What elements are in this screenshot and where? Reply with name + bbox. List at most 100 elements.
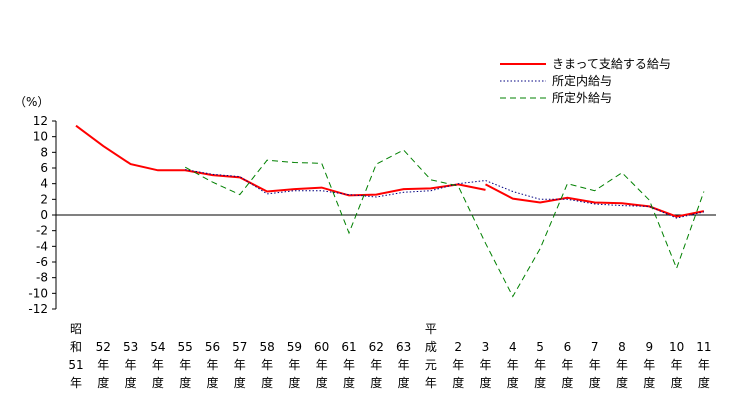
x-tick-label: 年 (425, 376, 437, 390)
x-tick-label: 51 (68, 358, 83, 372)
x-tick-label: 年 (152, 358, 164, 372)
legend-label: 所定外給与 (552, 90, 612, 105)
x-tick-label: 11 (696, 340, 711, 354)
x-tick-label: 度 (288, 375, 300, 390)
y-tick-label: -2 (36, 224, 48, 238)
x-tick-label: 年 (616, 358, 628, 372)
x-tick-label: 年 (479, 358, 491, 372)
x-tick-label: 54 (150, 340, 165, 354)
y-tick-label: 0 (40, 208, 48, 222)
x-tick-label: 9 (645, 340, 653, 354)
x-tick-label: 年 (97, 358, 109, 372)
x-ticks: 昭和51年52年度53年度54年度55年度56年度57年度58年度59年度60年… (68, 322, 711, 390)
series-layer (75, 124, 705, 298)
x-tick-label: 年 (561, 358, 573, 372)
x-tick-label: 度 (234, 375, 246, 390)
x-tick-label: 年 (452, 358, 464, 372)
x-tick-label: 度 (206, 375, 218, 390)
x-tick-label: 成 (425, 340, 437, 354)
x-tick-label: 59 (287, 340, 302, 354)
legend-label: 所定内給与 (552, 73, 612, 88)
y-tick-label: -4 (36, 239, 48, 253)
x-tick-label: 年 (206, 358, 218, 372)
x-tick-label: 昭 (70, 322, 82, 336)
x-tick-label: 度 (698, 375, 710, 390)
series-0 (75, 124, 705, 218)
x-tick-label: 度 (316, 375, 328, 390)
x-tick-label: 4 (509, 340, 517, 354)
x-tick-label: 10 (669, 340, 684, 354)
y-tick-label: -10 (28, 286, 48, 300)
x-tick-label: 度 (261, 375, 273, 390)
x-tick-label: 年 (698, 358, 710, 372)
x-tick-label: 60 (314, 340, 329, 354)
x-tick-label: 62 (369, 340, 384, 354)
y-tick-label: 6 (40, 161, 48, 175)
y-tick-label: -8 (36, 271, 48, 285)
y-tick-label: -6 (36, 255, 48, 269)
x-tick-label: 度 (589, 375, 601, 390)
x-tick-label: 56 (205, 340, 220, 354)
y-ticks: 12 108 6 42 0 -2-4 -6 -8-10 -12 (28, 114, 56, 316)
x-tick-label: 年 (179, 358, 191, 372)
x-tick-label: 度 (479, 375, 491, 390)
x-tick-label: 年 (288, 358, 300, 372)
y-tick-label: 2 (40, 192, 48, 206)
x-tick-label: 年 (70, 376, 82, 390)
x-tick-label: 平 (425, 322, 437, 336)
series-line (485, 183, 705, 218)
x-tick-label: 年 (370, 358, 382, 372)
x-tick-label: 度 (343, 375, 355, 390)
x-tick-label: 度 (507, 375, 519, 390)
x-tick-label: 度 (452, 375, 464, 390)
x-tick-label: 和 (70, 340, 82, 354)
x-tick-label: 度 (643, 375, 655, 390)
x-tick-label: 度 (370, 375, 382, 390)
x-tick-label: 度 (179, 375, 191, 390)
x-tick-label: 年 (643, 358, 655, 372)
x-tick-label: 2 (454, 340, 462, 354)
x-tick-label: 8 (618, 340, 626, 354)
x-tick-label: 度 (97, 375, 109, 390)
x-tick-label: 度 (152, 375, 164, 390)
x-tick-label: 3 (482, 340, 490, 354)
series-line (185, 169, 705, 219)
x-tick-label: 度 (561, 375, 573, 390)
x-tick-label: 63 (396, 340, 411, 354)
x-tick-label: 52 (96, 340, 111, 354)
x-tick-label: 58 (259, 340, 274, 354)
x-tick-label: 度 (616, 375, 628, 390)
x-tick-label: 年 (234, 358, 246, 372)
series-line (75, 124, 486, 197)
x-tick-label: 57 (232, 340, 247, 354)
y-tick-label: 4 (40, 177, 48, 191)
y-tick-label: 10 (33, 130, 48, 144)
series-1 (185, 169, 705, 219)
x-tick-label: 年 (343, 358, 355, 372)
x-tick-label: 度 (125, 375, 137, 390)
legend-label: きまって支給する給与 (552, 57, 671, 71)
x-tick-label: 年 (125, 358, 137, 372)
x-tick-label: 年 (316, 358, 328, 372)
y-tick-label: -12 (28, 302, 48, 316)
axes (55, 121, 716, 309)
x-tick-label: 年 (398, 358, 410, 372)
series-line (184, 149, 705, 298)
x-tick-label: 年 (671, 358, 683, 372)
x-tick-label: 55 (178, 340, 193, 354)
x-tick-label: 年 (507, 358, 519, 372)
x-tick-label: 5 (536, 340, 544, 354)
x-tick-label: 元 (425, 358, 437, 372)
x-tick-label: 度 (398, 375, 410, 390)
x-tick-label: 度 (671, 375, 683, 390)
x-tick-label: 6 (564, 340, 572, 354)
x-tick-label: 年 (261, 358, 273, 372)
y-tick-label: 8 (40, 145, 48, 159)
y-axis-label: （%） (14, 95, 49, 109)
x-tick-label: 7 (591, 340, 599, 354)
series-2 (184, 149, 705, 298)
x-tick-label: 年 (534, 358, 546, 372)
x-tick-label: 度 (534, 375, 546, 390)
